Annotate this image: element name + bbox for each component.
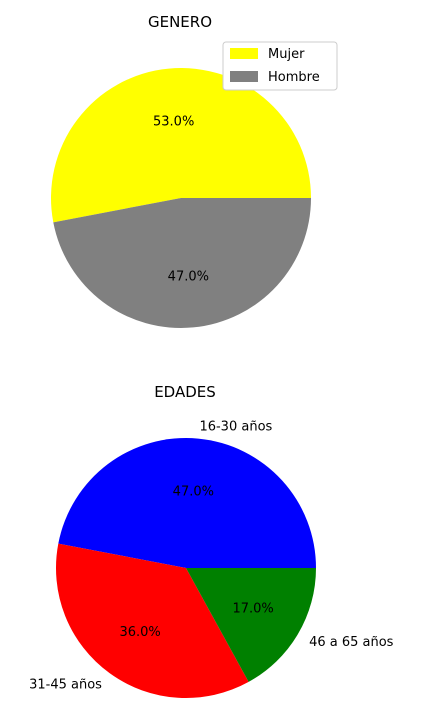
pie-slice-46-a-65-a-os <box>186 568 316 682</box>
pie-pct-label-hombre: 47.0% <box>168 270 209 285</box>
legend-genero: Mujer Hombre <box>222 41 338 91</box>
legend-swatch-hombre <box>230 71 258 82</box>
pie-slice-label-16-30-a-os: 16-30 años <box>199 420 272 435</box>
legend-label-mujer: Mujer <box>268 47 305 62</box>
chart-edades: EDADES 47.0% 16-30 años 36.0% 31-45 años 17.… <box>29 383 394 699</box>
pie-slice-label-46-a-65-a-os: 46 a 65 años <box>309 635 394 650</box>
pie-pct-label-31-45-a-os: 36.0% <box>119 625 160 640</box>
pie-edades: 47.0% 16-30 años 36.0% 31-45 años 17.0% 46 a … <box>29 420 394 699</box>
pie-slice-hombre <box>53 198 311 329</box>
pie-slice-label-31-45-a-os: 31-45 años <box>29 678 102 693</box>
legend-swatch-mujer <box>230 48 258 59</box>
pie-pct-label-16-30-a-os: 47.0% <box>173 484 214 499</box>
pie-pct-label-mujer: 53.0% <box>153 114 194 129</box>
pie-slice-mujer <box>51 68 312 223</box>
pie-pct-label-46-a-65-a-os: 17.0% <box>232 602 273 617</box>
chart-title-edades: EDADES <box>154 383 216 401</box>
pie-slice-31-45-a-os <box>55 543 249 699</box>
pie-genero: 53.0% 47.0% <box>51 68 312 329</box>
legend-label-hombre: Hombre <box>268 70 320 85</box>
chart-genero: GENERO 53.0% 47.0% Mujer Hombre <box>51 13 338 329</box>
pie-slice-16-30-a-os <box>58 438 316 568</box>
chart-title-genero: GENERO <box>148 13 212 31</box>
